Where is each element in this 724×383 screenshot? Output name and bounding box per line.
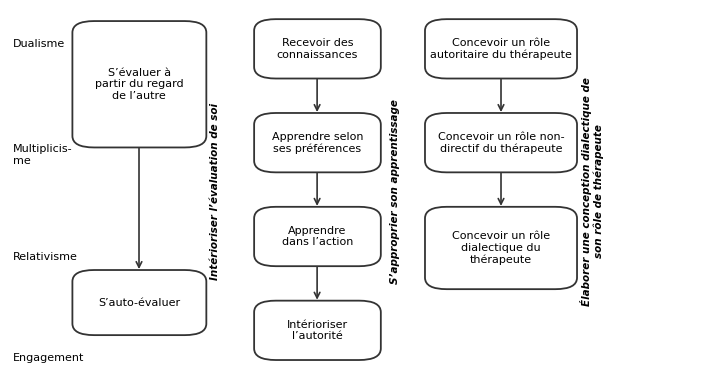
Text: Intérioriser
l’autorité: Intérioriser l’autorité bbox=[287, 319, 348, 341]
Text: S’auto-évaluer: S’auto-évaluer bbox=[98, 298, 180, 308]
Text: Recevoir des
connaissances: Recevoir des connaissances bbox=[277, 38, 358, 60]
FancyBboxPatch shape bbox=[254, 19, 381, 79]
FancyBboxPatch shape bbox=[72, 270, 206, 335]
FancyBboxPatch shape bbox=[425, 113, 577, 172]
Text: Multiplicis-
me: Multiplicis- me bbox=[13, 144, 72, 166]
Text: Apprendre
dans l’action: Apprendre dans l’action bbox=[282, 226, 353, 247]
FancyBboxPatch shape bbox=[425, 207, 577, 289]
Text: Dualisme: Dualisme bbox=[13, 39, 65, 49]
FancyBboxPatch shape bbox=[72, 21, 206, 147]
Text: Concevoir un rôle
dialectique du
thérapeute: Concevoir un rôle dialectique du thérape… bbox=[452, 231, 550, 265]
FancyBboxPatch shape bbox=[425, 19, 577, 79]
Text: Concevoir un rôle
autoritaire du thérapeute: Concevoir un rôle autoritaire du thérape… bbox=[430, 38, 572, 60]
FancyBboxPatch shape bbox=[254, 113, 381, 172]
FancyBboxPatch shape bbox=[254, 207, 381, 266]
FancyBboxPatch shape bbox=[254, 301, 381, 360]
Text: S’évaluer à
partir du regard
de l’autre: S’évaluer à partir du regard de l’autre bbox=[95, 68, 184, 101]
Text: Intérioriser l’évaluation de soi: Intérioriser l’évaluation de soi bbox=[210, 103, 220, 280]
Text: Concevoir un rôle non-
directif du thérapeute: Concevoir un rôle non- directif du théra… bbox=[438, 132, 564, 154]
Text: Élaborer une conception dialectique de
son rôle de thérapeute: Élaborer une conception dialectique de s… bbox=[580, 77, 605, 306]
Text: Engagement: Engagement bbox=[13, 353, 85, 363]
Text: Relativisme: Relativisme bbox=[13, 252, 78, 262]
Text: Apprendre selon
ses préférences: Apprendre selon ses préférences bbox=[272, 132, 363, 154]
Text: S’approprier son apprentissage: S’approprier son apprentissage bbox=[390, 99, 400, 284]
